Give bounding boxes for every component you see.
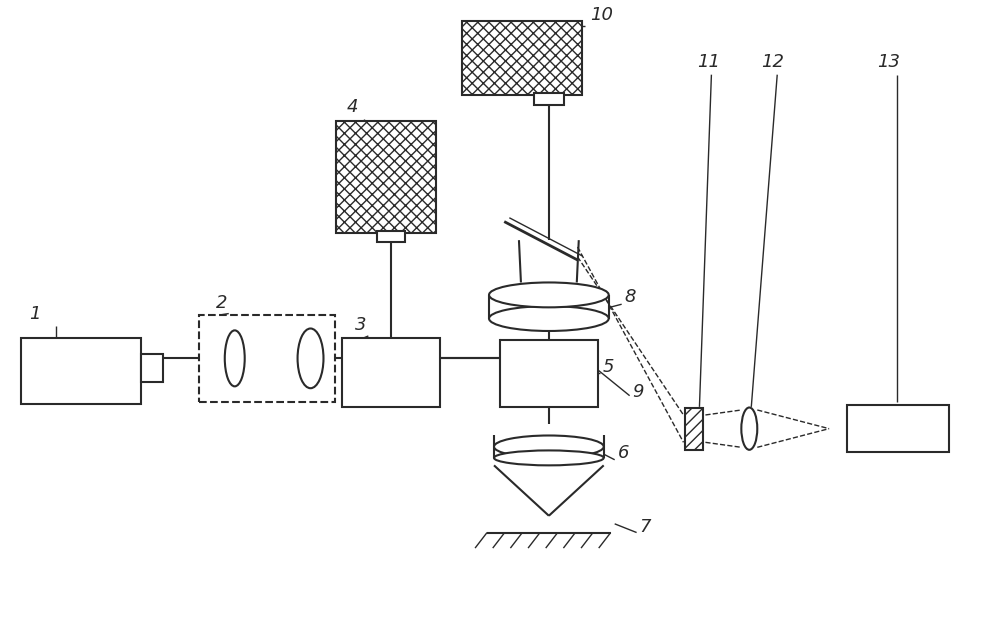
Text: 1: 1 bbox=[29, 305, 41, 323]
Bar bbox=[377, 231, 405, 242]
Bar bbox=[847, 405, 949, 453]
Text: 4: 4 bbox=[346, 98, 358, 116]
Ellipse shape bbox=[225, 331, 245, 386]
Bar bbox=[336, 121, 436, 233]
Bar bbox=[685, 408, 703, 450]
Bar bbox=[342, 339, 440, 407]
Text: 9: 9 bbox=[633, 382, 644, 401]
Ellipse shape bbox=[494, 451, 604, 465]
Text: 3: 3 bbox=[355, 316, 367, 334]
Text: 5: 5 bbox=[603, 358, 614, 376]
Text: 12: 12 bbox=[761, 53, 784, 71]
Text: 2: 2 bbox=[216, 294, 227, 312]
Text: 11: 11 bbox=[697, 53, 720, 71]
Ellipse shape bbox=[489, 282, 609, 307]
Text: 13: 13 bbox=[877, 53, 900, 71]
Bar bbox=[500, 340, 598, 407]
Ellipse shape bbox=[298, 329, 323, 388]
Bar bbox=[199, 315, 335, 402]
Ellipse shape bbox=[741, 408, 757, 450]
Text: 10: 10 bbox=[590, 6, 613, 24]
Text: 6: 6 bbox=[618, 444, 629, 461]
Bar bbox=[21, 339, 141, 404]
Text: 7: 7 bbox=[640, 518, 651, 536]
Bar bbox=[534, 93, 564, 105]
Ellipse shape bbox=[494, 436, 604, 458]
Bar bbox=[141, 354, 163, 382]
Bar bbox=[462, 21, 582, 95]
Text: 8: 8 bbox=[625, 288, 636, 306]
Ellipse shape bbox=[489, 306, 609, 331]
